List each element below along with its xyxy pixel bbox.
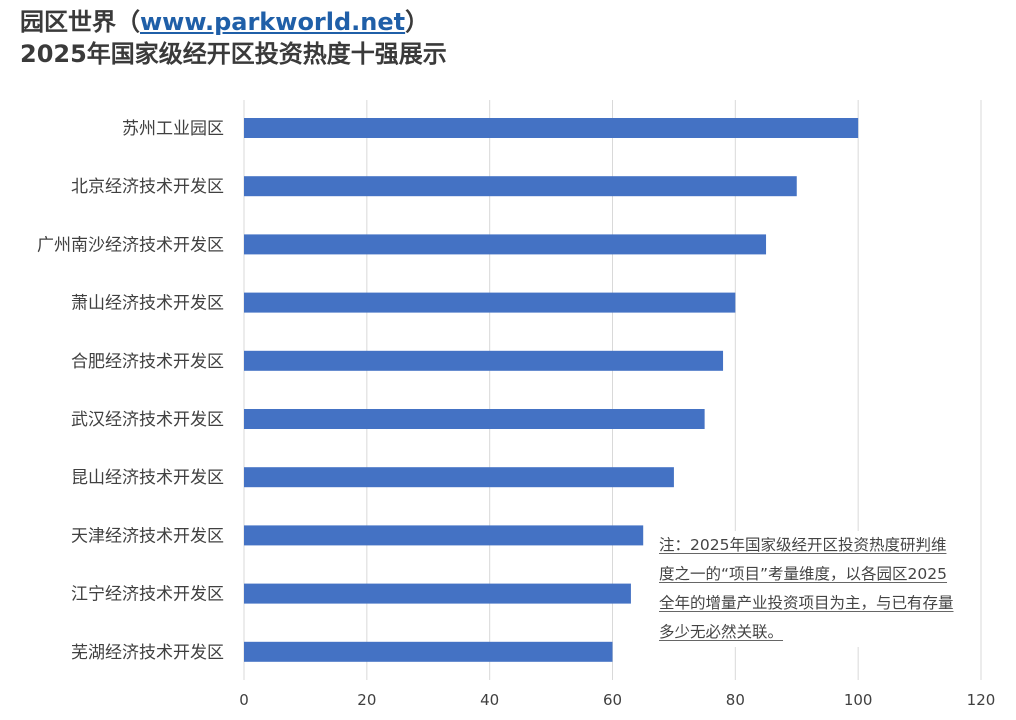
bar (244, 467, 674, 488)
category-label: 合肥经济技术开发区 (71, 352, 224, 372)
category-label: 萧山经济技术开发区 (71, 294, 224, 314)
bar (244, 409, 705, 429)
bar (244, 118, 859, 138)
x-tick-label: 120 (967, 691, 996, 709)
category-label: 昆山经济技术开发区 (71, 468, 224, 488)
x-tick-label: 80 (726, 691, 745, 709)
category-labels: 苏州工业园区北京经济技术开发区广州南沙经济技术开发区萧山经济技术开发区合肥经济技… (37, 119, 224, 663)
bars (244, 118, 859, 662)
bar (244, 525, 644, 546)
title-block: 园区世界（www.parkworld.net） 2025年国家级经开区投资热度十… (20, 6, 447, 70)
x-tick-label: 100 (844, 691, 873, 709)
x-tick-label: 0 (239, 691, 249, 709)
bar (244, 641, 613, 662)
category-label: 武汉经济技术开发区 (71, 410, 224, 430)
x-tick-label: 40 (480, 691, 499, 709)
bar (244, 292, 736, 313)
bar (244, 176, 797, 197)
category-label: 北京经济技术开发区 (71, 177, 224, 197)
category-label: 芜湖经济技术开发区 (71, 643, 224, 663)
title-prefix: 园区世界（ (20, 8, 140, 36)
chart-title-line1: 园区世界（www.parkworld.net） (20, 6, 447, 38)
chart-title-line2: 2025年国家级经开区投资热度十强展示 (20, 40, 447, 68)
bar (244, 583, 631, 604)
bar (244, 234, 767, 255)
gridlines (243, 100, 982, 680)
title-suffix: ） (405, 8, 430, 36)
category-label: 天津经济技术开发区 (71, 526, 224, 546)
category-label: 广州南沙经济技术开发区 (37, 235, 224, 255)
title-url-link[interactable]: www.parkworld.net (140, 8, 406, 36)
category-label: 苏州工业园区 (122, 119, 224, 139)
x-tick-labels: 0 20 40 60 80 100 120 (239, 691, 995, 709)
category-label: 江宁经济技术开发区 (71, 585, 224, 605)
chart-note: 注：2025年国家级经开区投资热度研判维度之一的“项目”考量维度，以各园区202… (659, 531, 954, 647)
x-tick-label: 20 (357, 691, 376, 709)
bar (244, 350, 724, 371)
x-tick-label: 60 (603, 691, 622, 709)
